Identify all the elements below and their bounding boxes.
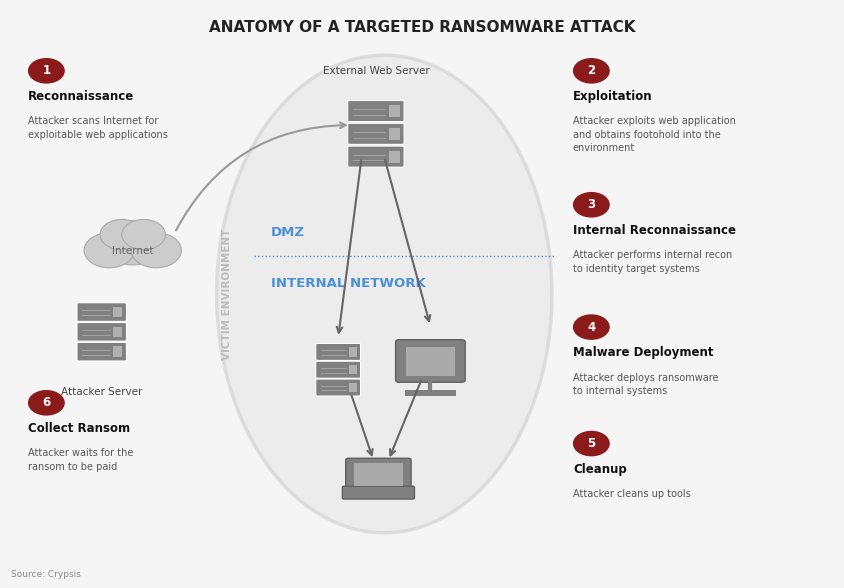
Bar	[354, 463, 403, 486]
FancyBboxPatch shape	[316, 379, 360, 396]
Bar	[389, 128, 400, 140]
Text: INTERNAL NETWORK: INTERNAL NETWORK	[271, 276, 426, 289]
Text: Attacker cleans up tools: Attacker cleans up tools	[573, 489, 690, 499]
Text: ANATOMY OF A TARGETED RANSOMWARE ATTACK: ANATOMY OF A TARGETED RANSOMWARE ATTACK	[208, 20, 636, 35]
Bar	[113, 346, 122, 357]
Circle shape	[131, 233, 181, 268]
Circle shape	[573, 192, 610, 218]
Text: Collect Ransom: Collect Ransom	[28, 422, 130, 435]
Text: Source: Crypsis: Source: Crypsis	[11, 570, 81, 579]
FancyBboxPatch shape	[316, 361, 360, 378]
Text: Internet: Internet	[112, 246, 154, 256]
Text: Attacker deploys ransomware
to internal systems: Attacker deploys ransomware to internal …	[573, 373, 718, 396]
Text: Internal Reconnaissance: Internal Reconnaissance	[573, 224, 736, 237]
Text: Malware Deployment: Malware Deployment	[573, 346, 713, 359]
FancyBboxPatch shape	[343, 486, 414, 499]
Circle shape	[573, 431, 610, 456]
Text: Reconnaissance: Reconnaissance	[28, 90, 134, 103]
Text: 6: 6	[42, 396, 51, 409]
Text: External Web Server: External Web Server	[322, 66, 430, 76]
Text: 2: 2	[587, 64, 595, 77]
Circle shape	[84, 233, 134, 268]
Circle shape	[573, 314, 610, 340]
FancyBboxPatch shape	[346, 458, 411, 491]
Circle shape	[28, 58, 65, 83]
Text: Exploitation: Exploitation	[573, 90, 652, 103]
Bar	[405, 390, 456, 396]
Text: Cleanup: Cleanup	[573, 463, 627, 476]
FancyBboxPatch shape	[77, 303, 127, 322]
FancyBboxPatch shape	[77, 342, 127, 361]
Ellipse shape	[217, 55, 552, 533]
Circle shape	[573, 58, 610, 83]
FancyBboxPatch shape	[348, 101, 404, 122]
Text: 3: 3	[587, 198, 595, 211]
Text: Attacker performs internal recon
to identity target systems: Attacker performs internal recon to iden…	[573, 250, 733, 273]
Text: 5: 5	[587, 437, 596, 450]
Bar	[349, 365, 357, 375]
FancyBboxPatch shape	[348, 146, 404, 167]
FancyBboxPatch shape	[396, 340, 465, 382]
FancyBboxPatch shape	[316, 343, 360, 360]
Text: Attacker waits for the
ransom to be paid: Attacker waits for the ransom to be paid	[28, 448, 133, 472]
Bar	[349, 383, 357, 392]
Circle shape	[100, 219, 143, 250]
Bar	[389, 151, 400, 163]
Bar	[113, 307, 122, 318]
Bar	[389, 105, 400, 117]
Circle shape	[28, 390, 65, 416]
FancyBboxPatch shape	[77, 323, 127, 341]
FancyBboxPatch shape	[348, 123, 404, 145]
Circle shape	[101, 220, 165, 265]
Bar	[113, 327, 122, 337]
Bar	[406, 348, 455, 376]
Text: Attacker Server: Attacker Server	[61, 387, 143, 397]
Text: DMZ: DMZ	[271, 226, 305, 239]
Text: VICTIM ENVIRONMENT: VICTIM ENVIRONMENT	[223, 228, 232, 360]
Circle shape	[122, 219, 165, 250]
Text: 1: 1	[42, 64, 51, 77]
Text: Attacker exploits web application
and obtains footohold into the
environment: Attacker exploits web application and ob…	[573, 116, 736, 153]
Text: Attacker scans Internet for
exploitable web applications: Attacker scans Internet for exploitable …	[28, 116, 168, 139]
Bar	[349, 347, 357, 356]
Text: 4: 4	[587, 320, 596, 333]
